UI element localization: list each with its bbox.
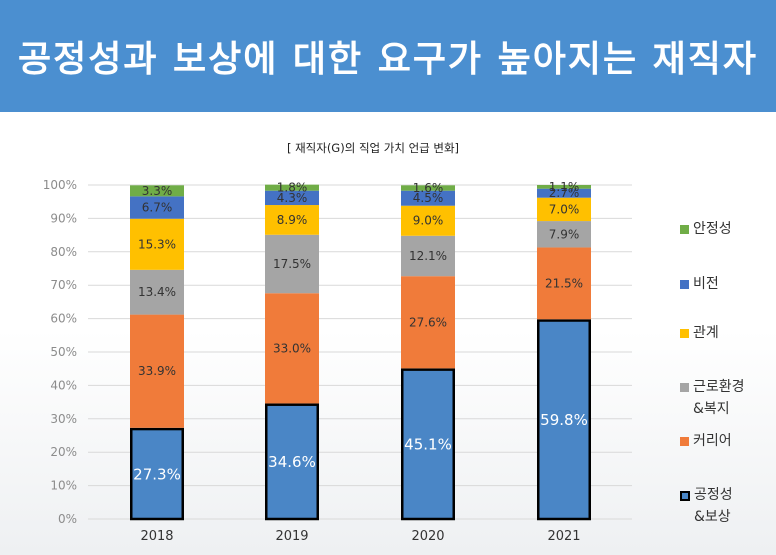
data-label: 34.6% [268, 453, 316, 471]
y-tick-label: 40% [50, 378, 77, 392]
y-tick-label: 70% [50, 278, 77, 292]
data-label: 1.6% [413, 181, 444, 195]
legend-swatch [680, 383, 689, 392]
legend-label: 공정성 &보상 [694, 487, 733, 525]
legend-label: 안정성 [693, 221, 732, 237]
legend-swatch [680, 329, 689, 338]
bar-segment [401, 190, 455, 206]
bar-segment [130, 314, 184, 428]
data-label: 9.0% [413, 214, 444, 228]
y-tick-label: 60% [50, 312, 77, 326]
legend-label: 관계 [693, 325, 719, 341]
data-label: 15.3% [138, 237, 176, 251]
data-label: 27.3% [133, 465, 181, 483]
legend-swatch [680, 491, 690, 501]
data-label: 8.9% [277, 213, 308, 227]
bar-segment [537, 185, 591, 189]
data-label: 45.1% [404, 436, 452, 454]
bar-segment [401, 276, 455, 369]
title-banner: 공정성과 보상에 대한 요구가 높아지는 재직자 [0, 0, 776, 112]
bar-segment [265, 403, 319, 521]
legend-item: 커리어 [680, 430, 732, 452]
y-tick-label: 0% [58, 512, 77, 526]
legend-item: 근로환경 &복지 [680, 376, 745, 420]
bar-segment [401, 368, 455, 521]
data-label: 1.1% [549, 180, 580, 194]
bar-segment [265, 190, 319, 206]
legend-label: 커리어 [693, 433, 732, 449]
data-label: 13.4% [138, 285, 176, 299]
bar-segment [130, 218, 184, 270]
data-label: 1.8% [277, 181, 308, 195]
x-tick-label: 2019 [275, 529, 308, 544]
bar-segment [130, 427, 184, 521]
legend-item: 비전 [680, 273, 719, 295]
legend-label: 비전 [693, 276, 719, 292]
bar-segment [265, 293, 319, 404]
legend-swatch [680, 280, 689, 289]
data-label: 2.7% [549, 186, 580, 200]
bar-segment [130, 269, 184, 315]
data-label: 4.3% [277, 191, 308, 205]
data-label: 21.5% [545, 276, 583, 290]
bar-segment [401, 185, 455, 191]
bar-segment [130, 185, 184, 197]
data-label: 7.0% [549, 202, 580, 216]
data-label: 3.3% [142, 184, 173, 198]
bar-segment [265, 205, 319, 235]
legend-swatch [680, 437, 689, 446]
legend-swatch [680, 225, 689, 234]
bar-segment [130, 196, 184, 219]
data-label: 33.9% [138, 364, 176, 378]
x-tick-label: 2021 [547, 529, 580, 544]
page-title: 공정성과 보상에 대한 요구가 높아지는 재직자 [18, 39, 758, 80]
data-label: 27.6% [409, 315, 447, 329]
data-label: 17.5% [273, 257, 311, 271]
bar-segment [537, 197, 591, 222]
y-tick-label: 100% [43, 178, 77, 192]
bar-segment [537, 319, 591, 521]
y-tick-label: 10% [50, 479, 77, 493]
legend-item: 공정성 &보상 [680, 484, 733, 528]
chart-title: [ 재직자(G)의 직업 가치 언급 변화] [287, 141, 459, 155]
bar-segment [401, 205, 455, 236]
legend-label: 근로환경 &복지 [693, 379, 745, 417]
y-tick-label: 30% [50, 412, 77, 426]
y-tick-label: 50% [50, 345, 77, 359]
legend-item: 안정성 [680, 218, 732, 240]
data-label: 59.8% [540, 411, 588, 429]
y-tick-label: 20% [50, 445, 77, 459]
bar-segment [537, 221, 591, 248]
bar-segment [401, 235, 455, 277]
bar-segment [265, 234, 319, 294]
data-label: 7.9% [549, 227, 580, 241]
bar-segment [537, 247, 591, 320]
y-tick-label: 90% [50, 211, 77, 225]
data-label: 6.7% [142, 201, 173, 215]
legend-item: 관계 [680, 322, 719, 344]
data-label: 4.5% [413, 191, 444, 205]
data-label: 12.1% [409, 249, 447, 263]
y-tick-label: 80% [50, 245, 77, 259]
x-tick-label: 2018 [140, 529, 173, 544]
x-tick-label: 2020 [411, 529, 444, 544]
bar-segment [265, 184, 319, 191]
bar-segment [537, 188, 591, 198]
data-label: 33.0% [273, 341, 311, 355]
